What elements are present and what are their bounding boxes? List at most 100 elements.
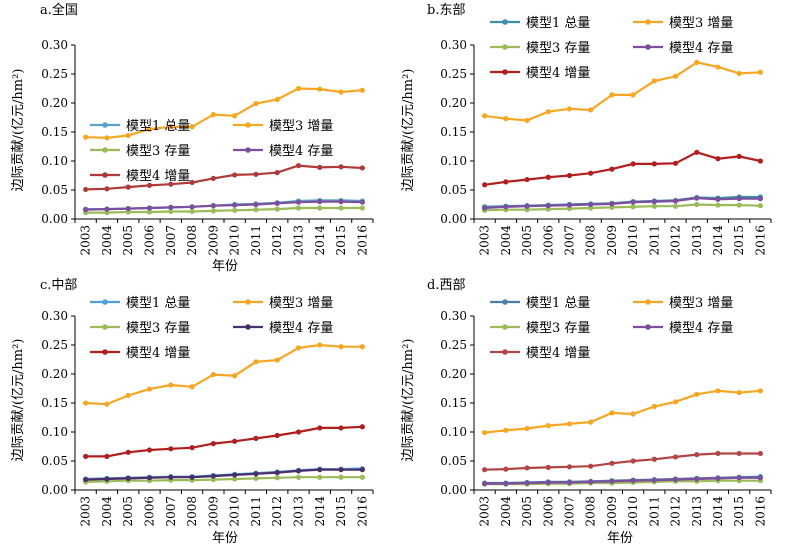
x-tick-label: 2016 [355,225,369,256]
data-point [189,124,195,130]
x-tick-label: 2005 [520,225,534,256]
data-point [630,478,636,484]
data-point [253,475,259,481]
data-point [146,126,153,132]
data-point [168,474,174,480]
y-axis-label: 边际贡献/(亿元/hm²) [11,339,26,462]
x-tick-label: 2004 [100,225,114,256]
data-point [317,86,323,92]
data-point [274,96,280,103]
series-line [484,203,761,212]
data-point [359,199,365,205]
data-point [588,479,594,485]
y-tick-label: 0.05 [41,183,68,197]
data-point [295,429,302,435]
x-tick-label: 2014 [711,496,725,527]
x-tick-label: 2012 [669,225,683,256]
data-point [274,432,280,439]
data-point [651,199,657,205]
legend-label: 模型4 存量 [269,321,333,336]
series-line [85,476,363,483]
x-tick-label: 2010 [228,496,242,527]
data-point [253,471,259,477]
data-point [338,164,344,170]
data-point [630,458,636,464]
data-point [104,476,110,482]
y-tick-label: 0.10 [440,425,467,439]
data-point [210,112,216,118]
data-point [146,386,153,392]
legend-label: 模型4 增量 [526,66,590,81]
chart-panel-central: 0.00 0.05 0.10 0.15 0.20 0.25 0.30 2003 2004 2005… [11,278,374,546]
data-point [630,199,636,205]
data-point [566,479,573,486]
data-point [210,441,216,447]
x-tick-label: 2013 [690,225,704,256]
data-point [232,476,238,482]
data-point [146,447,153,453]
data-point [253,171,259,177]
data-point [274,206,280,212]
data-point [317,205,323,211]
data-point [757,388,763,394]
legend-marker [102,147,108,153]
data-point [210,371,216,378]
data-point [524,117,530,123]
y-tick-label: 0.00 [41,212,68,226]
chart-panel-national: 0.00 0.05 0.10 0.15 0.20 0.25 0.30 2003 2004 2005… [11,2,374,274]
x-tick-label: 2011 [249,496,263,527]
x-tick-label: 2003 [79,225,93,256]
data-point [125,184,131,190]
data-point [146,205,153,211]
x-tick-label: 2012 [270,496,284,527]
data-point [338,199,344,205]
legend-marker [502,349,508,355]
y-axis-label: 边际贡献/(亿元/hm²) [401,69,416,192]
data-point [694,149,700,155]
chart-panel-east: 0.00 0.05 0.10 0.15 0.20 0.25 0.30 2003 2004 2005… [401,3,772,256]
data-point [338,89,344,95]
legend-marker [502,44,508,50]
x-tick-label: 2006 [143,225,157,256]
data-point [338,344,344,350]
data-point [482,205,488,211]
data-point [694,391,700,397]
data-point [524,480,530,486]
data-point [672,160,679,166]
data-point [545,109,551,115]
series-line [85,164,363,191]
data-point [295,468,302,474]
data-point [338,205,344,211]
data-point [359,424,365,430]
legend-label: 模型3 存量 [526,321,590,336]
legend-marker [102,122,108,128]
series-line [484,479,761,486]
x-tick-label: 2003 [478,225,492,256]
data-point [545,464,551,470]
y-tick-label: 0.30 [41,309,68,323]
legend-label: 模型4 增量 [126,346,190,361]
y-tick-label: 0.15 [41,396,68,410]
data-point [482,182,488,188]
legend-marker [502,299,508,305]
data-point [104,206,110,212]
legend-marker [102,349,108,355]
legend-marker [245,122,251,128]
legend-marker [645,19,651,25]
data-point [189,204,195,210]
data-point [210,175,216,181]
x-tick-label: 2008 [185,496,199,527]
x-tick-label: 2007 [562,496,576,527]
series-line [484,389,761,434]
series-line [484,196,761,210]
legend-label: 模型4 存量 [269,144,333,159]
data-point [630,92,636,98]
series-line [85,206,363,214]
x-tick-label: 2005 [121,225,135,256]
data-point [757,450,763,457]
data-point [125,132,131,139]
data-point [253,435,259,441]
y-tick-label: 0.10 [440,154,467,168]
data-point [609,410,615,416]
data-point [503,204,509,210]
